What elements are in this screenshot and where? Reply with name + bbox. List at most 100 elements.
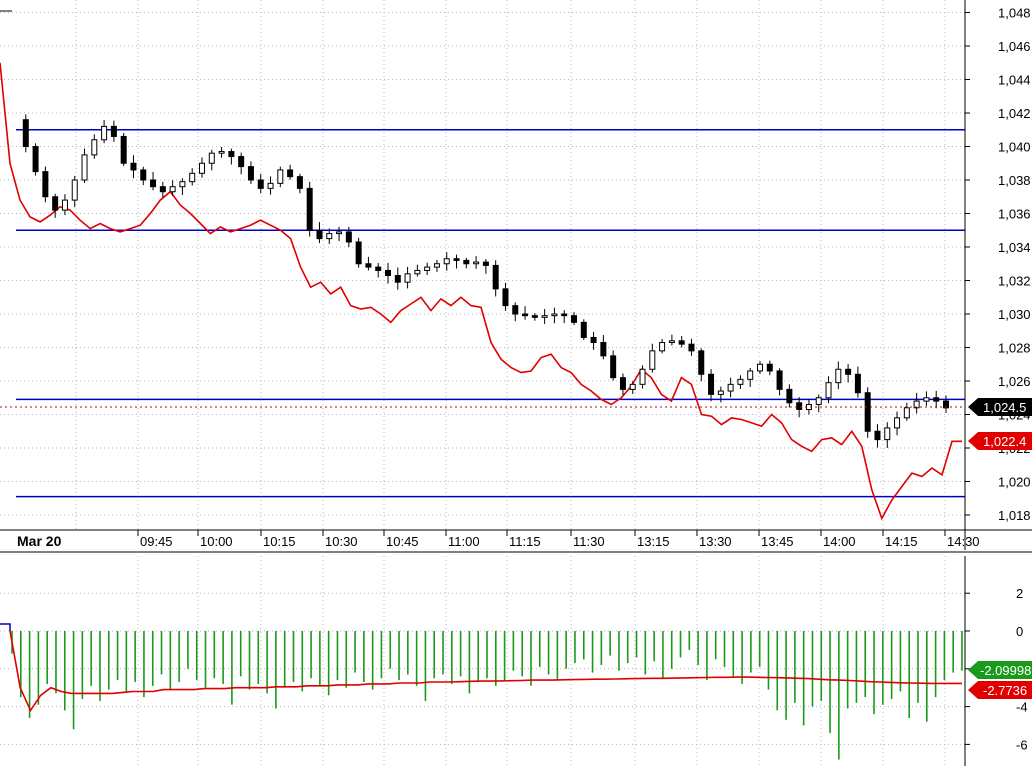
candlestick (766, 360, 773, 376)
candle-body (512, 305, 519, 315)
indicator-start-line (0, 623, 11, 631)
x-tick-label: 10:30 (325, 534, 358, 549)
last-price-label: 1,024.5 (983, 400, 1026, 415)
candlestick (717, 386, 724, 403)
x-tick-label: 14:30 (947, 534, 980, 549)
candlestick (61, 194, 68, 216)
candle-body (179, 181, 186, 188)
candle-body (502, 288, 509, 307)
candlestick (884, 422, 891, 448)
indicator-y-tick-label: 0 (1016, 624, 1023, 639)
candlestick (541, 309, 548, 324)
candle-body (385, 269, 391, 276)
candle-body (874, 430, 881, 441)
candle-body (571, 315, 577, 323)
candle-body (590, 336, 597, 343)
candlestick (757, 361, 763, 374)
candle-body (120, 135, 127, 164)
candlestick (727, 377, 734, 398)
candle-body (42, 171, 49, 198)
candlestick (639, 365, 646, 389)
candle-body (717, 390, 724, 395)
candle-body (737, 378, 744, 385)
candlestick (708, 369, 715, 402)
candlestick (698, 348, 705, 382)
candle-body (561, 313, 568, 317)
candlestick (864, 387, 871, 438)
candle-body (228, 151, 235, 158)
x-tick-label: 11:00 (448, 534, 480, 549)
candlestick (512, 302, 519, 322)
candlestick (845, 364, 852, 383)
indicator-y-tick-label: 2 (1016, 586, 1023, 601)
candle-body (757, 363, 763, 372)
candlestick (551, 307, 558, 324)
price-y-tick-label: 1,026 (998, 374, 1031, 389)
price-y-tick-label: 1,018 (998, 508, 1031, 523)
candlestick (502, 282, 509, 311)
x-tick-labels: 09:45 10:00 10:15 10:30 10:45 11:00 11:15 11:30… (137, 530, 980, 549)
horizontal-level-lines[interactable] (16, 129, 965, 498)
x-tick-label: 09:45 (140, 534, 173, 549)
candlestick (571, 312, 577, 326)
candlestick (903, 402, 910, 421)
candle-body (884, 427, 891, 441)
candle-body (169, 186, 176, 193)
candle-body (629, 383, 636, 390)
candlestick (424, 262, 431, 276)
candlestick (453, 254, 460, 269)
candle-body (943, 400, 949, 409)
candle-body (110, 125, 117, 137)
candle-body (659, 341, 666, 352)
candle-body (61, 199, 68, 211)
candle-body (727, 383, 734, 392)
candlestick (443, 252, 450, 271)
candlestick (257, 173, 264, 194)
candlestick (796, 397, 803, 418)
candlestick (316, 222, 323, 244)
candlestick (747, 367, 754, 388)
candle-body (32, 146, 39, 173)
candlestick-series (22, 114, 949, 448)
candlestick (306, 181, 313, 237)
candlestick (365, 256, 372, 271)
candlestick (110, 120, 117, 142)
candlestick (22, 114, 29, 153)
x-tick-label: 11:15 (509, 534, 541, 549)
price-y-tick-label: 1,034 (998, 240, 1031, 255)
candle-body (708, 373, 715, 395)
candle-body (786, 388, 793, 404)
x-tick-label: 10:15 (263, 534, 296, 549)
candle-body (336, 231, 343, 235)
candle-body (933, 397, 940, 402)
candle-body (199, 162, 205, 174)
candle-body (316, 229, 323, 240)
candle-body (159, 186, 166, 193)
candle-body (649, 350, 656, 370)
red-price-overlay (0, 62, 962, 521)
candlestick (688, 338, 695, 356)
candle-body (296, 176, 303, 189)
candle-body (541, 315, 548, 318)
candlestick (492, 260, 499, 297)
candle-body (678, 340, 685, 345)
candle-body (238, 156, 245, 168)
candle-body (375, 266, 382, 271)
red-overlay-line (0, 62, 962, 521)
histogram-last-label: -2.09998 (980, 663, 1031, 678)
price-y-tick-label: 1,038 (998, 173, 1031, 188)
candlestick (345, 226, 352, 248)
candle-body (492, 264, 499, 290)
candlestick (933, 390, 940, 409)
candle-body (482, 261, 489, 266)
candlestick (218, 146, 225, 158)
price-y-tick-label: 1,044 (998, 73, 1031, 88)
candle-body (551, 313, 558, 317)
candle-body (835, 368, 842, 384)
candlestick (81, 148, 88, 183)
candle-body (610, 355, 617, 379)
candle-body (345, 231, 352, 243)
candle-body (208, 152, 215, 164)
